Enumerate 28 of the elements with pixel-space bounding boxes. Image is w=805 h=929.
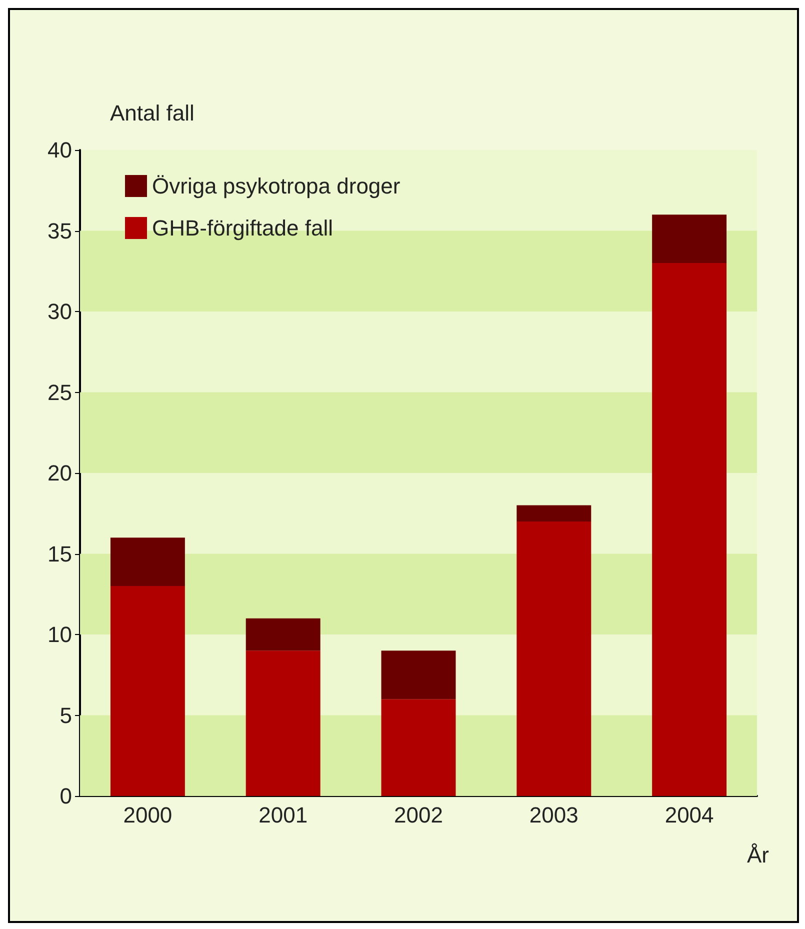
y-tick-label: 20 [48,460,72,486]
y-axis-title: Antal fall [110,100,194,126]
bar [652,263,727,796]
y-tick-label: 15 [48,541,72,566]
y-tick-label: 35 [48,218,72,244]
x-tick-label: 2003 [529,802,578,828]
bar [516,521,592,796]
y-tick-label: 10 [48,622,72,647]
y-tick-label: 30 [48,299,72,324]
bar [110,538,185,586]
bar [110,586,185,796]
y-tick-label: 40 [48,138,72,162]
x-tick-label: 2002 [394,802,443,828]
bar [516,505,592,522]
x-tick-label: 2004 [664,802,714,828]
bar [652,214,727,264]
legend-label: Övriga psykotropa droger [152,174,400,198]
bar [246,650,320,796]
y-tick-label: 0 [60,784,72,808]
bar [381,699,456,796]
bar [246,618,320,651]
x-tick-label: 2000 [123,802,172,828]
legend-label: GHB-förgiftade fall [152,216,333,240]
y-tick-label: 25 [48,380,72,405]
x-axis-title: År [747,842,769,868]
bar [381,650,456,700]
x-tick-label: 2001 [258,802,308,828]
y-tick-label: 5 [60,702,72,728]
